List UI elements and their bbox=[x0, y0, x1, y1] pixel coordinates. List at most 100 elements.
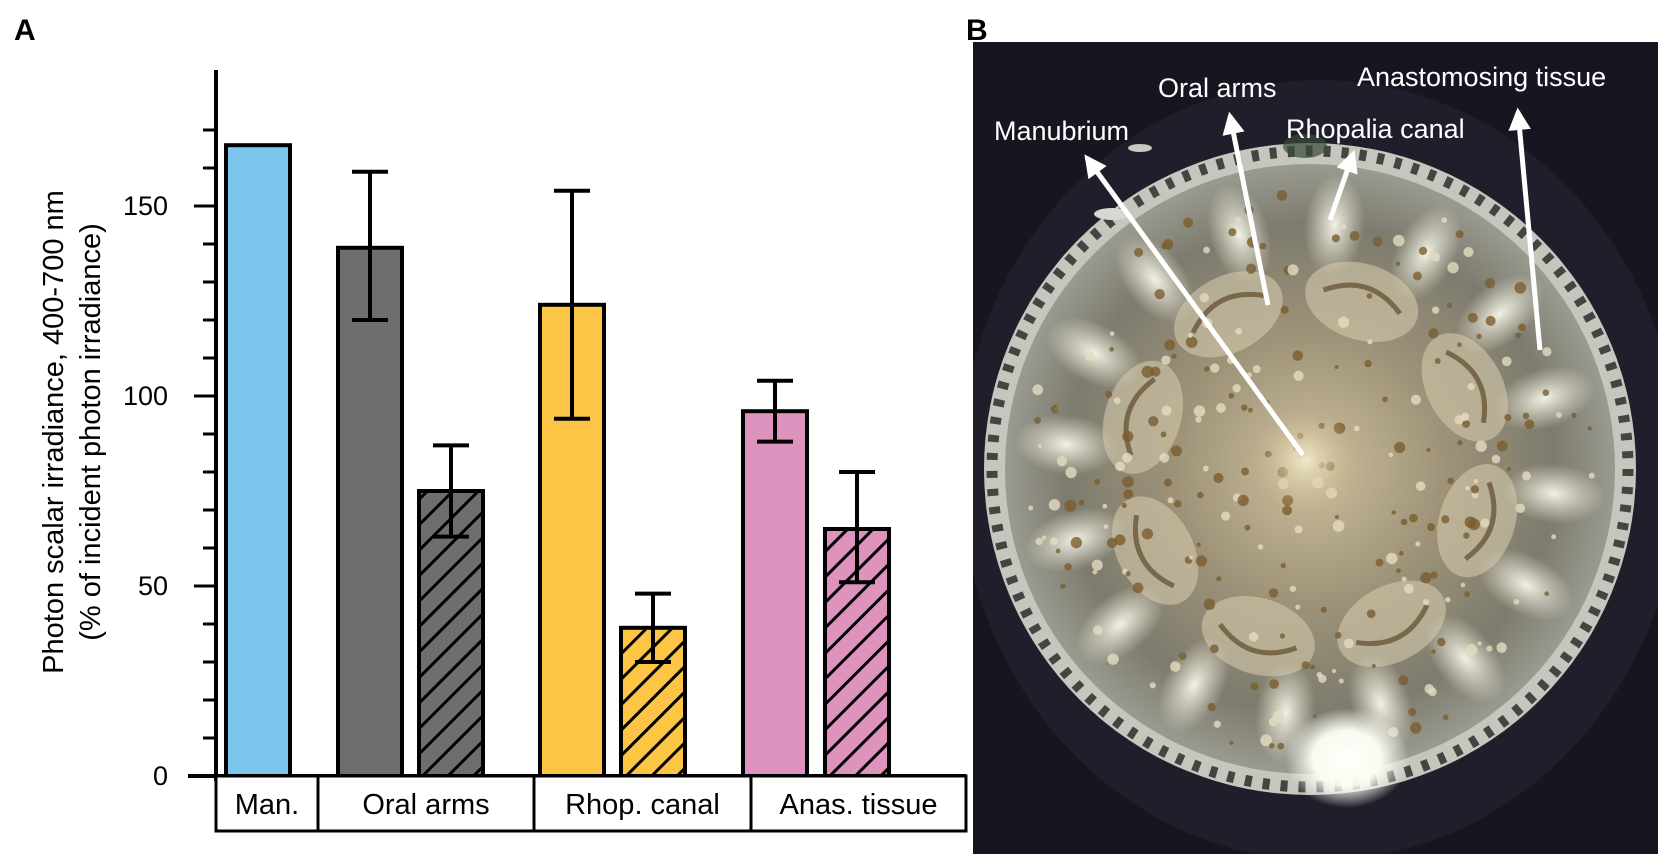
symbiont-spot bbox=[1551, 534, 1557, 540]
symbiont-spot bbox=[1154, 288, 1165, 300]
symbiont-spot bbox=[1431, 649, 1436, 654]
y-tick-label: 100 bbox=[123, 381, 168, 411]
symbiont-spot bbox=[1049, 537, 1058, 546]
lobe-edge bbox=[1218, 622, 1298, 656]
symbiont-spot bbox=[1207, 702, 1216, 712]
symbiont-spot bbox=[1382, 396, 1388, 403]
symbiont-spot bbox=[1202, 465, 1209, 472]
symbiont-spot bbox=[1237, 494, 1249, 507]
category-box-oral-arms bbox=[316, 774, 536, 833]
symbiont-spot bbox=[1445, 596, 1451, 603]
symbiont-spot bbox=[1422, 599, 1429, 606]
symbiont-spot bbox=[1149, 682, 1156, 689]
symbiont-spot bbox=[1204, 366, 1210, 372]
symbiont-spot bbox=[1404, 583, 1414, 594]
symbiont-spot bbox=[1195, 416, 1202, 423]
symbiont-spot bbox=[1064, 563, 1072, 571]
symbiont-spot bbox=[1395, 261, 1401, 266]
category-label-rhop-canal: Rhop. canal bbox=[565, 789, 720, 821]
symbiont-spot bbox=[1506, 467, 1511, 472]
symbiont-spot bbox=[1276, 190, 1288, 201]
symbiont-spot bbox=[1197, 491, 1204, 499]
symbiont-spot bbox=[1203, 246, 1210, 254]
symbiont-spot bbox=[1513, 599, 1520, 605]
symbiont-spot bbox=[1484, 278, 1496, 289]
symbiont-spot bbox=[1064, 499, 1077, 512]
bell-lobes bbox=[1102, 261, 1518, 677]
symbiont-spot bbox=[1122, 452, 1133, 463]
symbiont-spot bbox=[1229, 740, 1234, 745]
symbiont-spot bbox=[1170, 445, 1182, 457]
symbiont-spot bbox=[1455, 230, 1464, 239]
symbiont-spot bbox=[1457, 342, 1462, 348]
symbiont-spot bbox=[1122, 476, 1134, 488]
symbiont-spot bbox=[1183, 217, 1194, 228]
symbiont-spot bbox=[1221, 511, 1231, 521]
symbiont-spot bbox=[1331, 234, 1340, 243]
symbiont-spot bbox=[1408, 707, 1417, 717]
symbiont-spot bbox=[1174, 500, 1182, 508]
y-axis-ticks: 0 50 100 150 bbox=[123, 128, 216, 791]
symbiont-spot bbox=[1093, 478, 1100, 485]
y-tick-label: 150 bbox=[123, 191, 168, 221]
symbiont-spot bbox=[1463, 246, 1474, 258]
rhopalia-patch bbox=[1477, 548, 1574, 621]
symbiont-spot bbox=[1415, 481, 1426, 491]
symbiont-spot bbox=[1475, 440, 1487, 452]
symbiont-spot bbox=[1418, 246, 1428, 255]
symbiont-spot bbox=[1476, 333, 1482, 340]
symbiont-spot bbox=[1367, 339, 1373, 345]
symbiont-spot bbox=[1542, 389, 1550, 396]
light-reflection bbox=[1285, 708, 1409, 808]
symbiont-spot bbox=[1106, 537, 1118, 549]
lobe-edge bbox=[1322, 282, 1402, 316]
symbiont-spot bbox=[1386, 552, 1398, 565]
symbiont-spot bbox=[1123, 489, 1134, 500]
symbiont-spot bbox=[1371, 663, 1376, 669]
rhopalia-patch bbox=[1206, 183, 1272, 285]
lobe-edge bbox=[1355, 604, 1430, 646]
symbiont-spot bbox=[1463, 532, 1470, 539]
symbiont-spot bbox=[1501, 356, 1512, 367]
symbiont-spot bbox=[1515, 503, 1526, 514]
label-oral-arms: Oral arms bbox=[1158, 73, 1277, 103]
symbiont-spot bbox=[1522, 412, 1530, 420]
panel-label-a: A bbox=[14, 14, 36, 47]
symbiont-spot bbox=[1337, 316, 1350, 328]
symbiont-spot bbox=[1437, 637, 1446, 647]
bar-oral-arms-solid bbox=[336, 245, 404, 779]
symbiont-spot bbox=[1460, 582, 1466, 588]
symbiont-spot bbox=[1213, 472, 1224, 484]
symbiont-spot bbox=[1460, 412, 1470, 422]
symbiont-spot bbox=[1235, 327, 1243, 335]
symbiont-spot bbox=[1189, 555, 1194, 560]
symbiont-spot bbox=[1122, 430, 1134, 443]
symbiont-spot bbox=[1185, 336, 1198, 348]
symbiont-spot bbox=[1420, 572, 1432, 584]
lobe-edge bbox=[1445, 349, 1487, 424]
rhopalia-patch bbox=[1424, 614, 1506, 704]
symbiont-spot bbox=[1055, 548, 1061, 554]
symbiont-spot bbox=[1216, 403, 1226, 413]
manubrium-arrow bbox=[1084, 154, 1306, 457]
panel-label-b: B bbox=[966, 14, 988, 47]
symbiont-spot bbox=[1431, 306, 1440, 314]
symbiont-spot bbox=[1320, 606, 1327, 613]
symbiont-spot bbox=[1252, 365, 1261, 374]
rhopalia-patch bbox=[1046, 317, 1143, 390]
symbiont-spot bbox=[1301, 661, 1310, 670]
symbiont-spot bbox=[1078, 499, 1085, 506]
symbiont-spot bbox=[1331, 668, 1337, 674]
symbiont-spot bbox=[1232, 384, 1241, 393]
symbiont-spot bbox=[1465, 485, 1470, 491]
symbiont-spot bbox=[1171, 353, 1177, 359]
symbiont-spot bbox=[1056, 456, 1067, 467]
symbiont-spot bbox=[1246, 263, 1257, 274]
symbiont-spot bbox=[1544, 591, 1549, 596]
symbiont-spot bbox=[1109, 331, 1115, 336]
symbiont-spot bbox=[1228, 392, 1235, 399]
category-label-oral-arms: Oral arms bbox=[362, 789, 489, 821]
symbiont-spot bbox=[1160, 431, 1167, 438]
symbiont-spot bbox=[1341, 224, 1347, 230]
rhopalia-patch bbox=[1494, 365, 1596, 431]
